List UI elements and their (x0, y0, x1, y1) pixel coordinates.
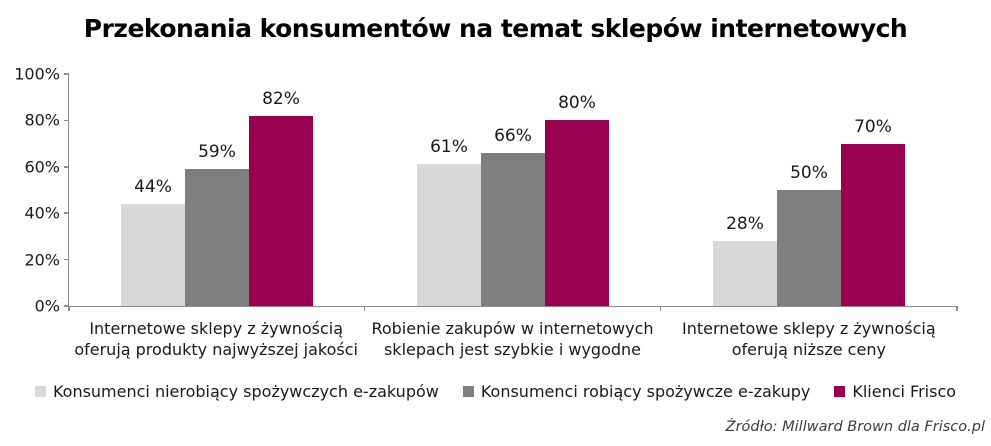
y-axis-label: 100% (14, 64, 60, 84)
legend-label: Konsumenci nierobiący spożywczych e-zaku… (52, 382, 439, 401)
legend-label: Konsumenci robiący spożywcze e-zakupy (480, 382, 811, 401)
legend-swatch (462, 386, 474, 397)
x-axis-tick (68, 306, 70, 311)
bar: 44% (121, 177, 185, 306)
y-axis-tick (64, 166, 69, 168)
bar-value-label: 82% (262, 88, 300, 109)
bar: 50% (777, 163, 841, 306)
bar-group: 61% 66% 80% (365, 75, 661, 306)
bar-value-label: 66% (494, 125, 532, 146)
y-axis-label: 60% (24, 157, 60, 177)
bar-value-label: 80% (558, 93, 596, 114)
category-label: Internetowe sklepy z żywnością oferują p… (68, 318, 364, 360)
bar: 70% (841, 117, 905, 306)
bar: 80% (545, 93, 609, 306)
x-axis-tick (956, 306, 958, 311)
x-axis-tick (659, 306, 662, 311)
y-axis-tick (64, 119, 69, 122)
bar: 61% (417, 137, 481, 306)
source-note: Źródło: Millward Brown dla Frisco.pl (725, 419, 985, 435)
category-axis-labels: Internetowe sklepy z żywnością oferują p… (68, 318, 957, 360)
legend-item: Konsumenci robiący spożywcze e-zakupy (462, 382, 811, 401)
legend-swatch (834, 386, 846, 397)
plot-series-layer: 44% 59% 82% 61% 66% 80% 28% 50% 70% (69, 75, 957, 306)
bar: 28% (713, 214, 777, 306)
bar-value-label: 61% (430, 137, 468, 158)
bar-value-label: 28% (726, 214, 764, 235)
y-axis: 0% 20% 40% 60% 80% 100% (14, 65, 957, 316)
bar-value-label: 70% (854, 116, 892, 137)
legend-swatch (34, 386, 46, 397)
category-label: Internetowe sklepy z żywnością oferują n… (661, 318, 957, 360)
category-label-text: Robienie zakupów w internetowych sklepac… (371, 319, 654, 359)
y-axis-tick (64, 212, 69, 214)
y-axis-label: 80% (24, 110, 60, 130)
x-axis-tick (363, 306, 366, 311)
legend-label: Klienci Frisco (852, 382, 957, 401)
legend-item: Konsumenci nierobiący spożywczych e-zaku… (34, 382, 439, 401)
chart-title: Przekonania konsumentów na temat sklepów… (83, 14, 908, 43)
y-axis-label: 40% (24, 203, 60, 223)
bar: 66% (481, 126, 545, 306)
bar-value-label: 44% (134, 176, 172, 197)
bar-group: 28% 50% 70% (661, 75, 957, 306)
x-axis (68, 75, 958, 311)
bar: 82% (249, 89, 313, 306)
y-axis-label: 20% (24, 250, 60, 270)
category-label-text: Internetowe sklepy z żywnością oferują p… (74, 319, 358, 359)
category-label: Robienie zakupów w internetowych sklepac… (364, 318, 660, 360)
y-axis-tick (64, 73, 69, 75)
plot-area: 0% 20% 40% 60% 80% 100% 44% 59% 82% 61% 66% 80% 28%… (14, 65, 958, 316)
y-axis-tick (64, 258, 69, 261)
y-axis-tick (64, 305, 69, 307)
bar-group: 44% 59% 82% (69, 75, 365, 306)
bar-value-label: 59% (198, 142, 236, 163)
legend: Konsumenci nierobiący spożywczych e-zaku… (0, 382, 991, 401)
y-axis-label: 0% (34, 296, 60, 316)
bar-value-label: 50% (790, 163, 828, 183)
legend-item: Klienci Frisco (834, 382, 956, 401)
category-label-text: Internetowe sklepy z żywnością oferują n… (681, 319, 936, 359)
bar: 59% (185, 142, 249, 306)
